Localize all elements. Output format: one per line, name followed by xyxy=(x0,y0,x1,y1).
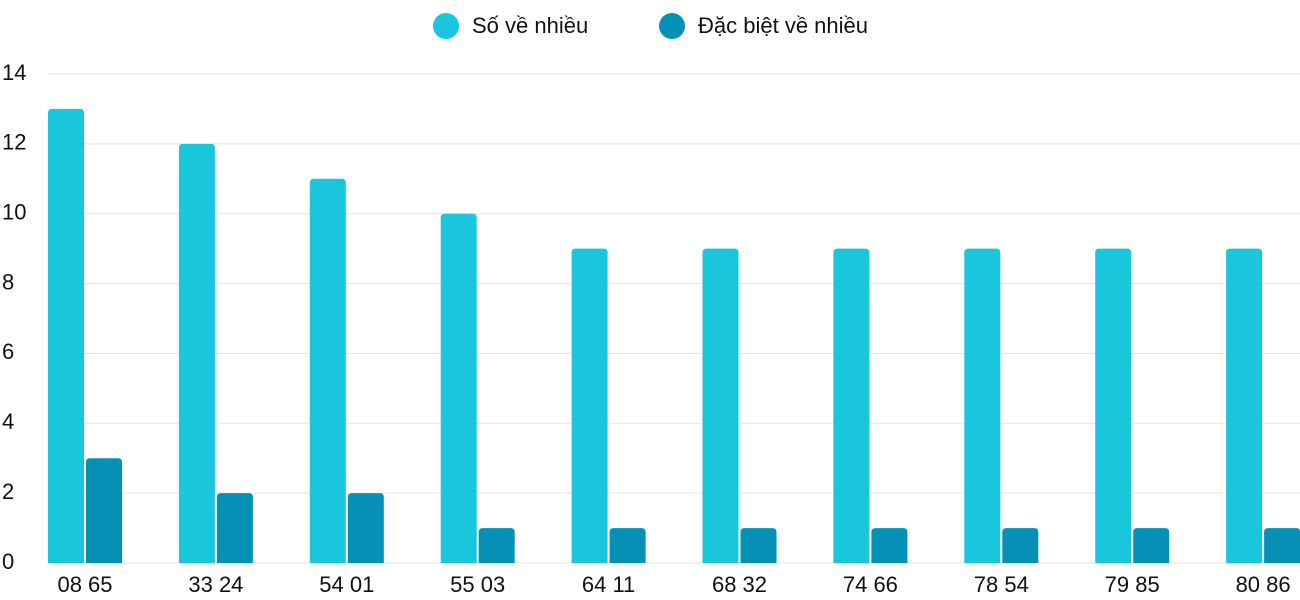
y-tick-label: 4 xyxy=(2,409,14,434)
x-tick-label: 08 65 xyxy=(57,572,112,597)
bar xyxy=(740,528,777,563)
legend-marker xyxy=(433,13,459,39)
bar xyxy=(440,213,477,563)
bar xyxy=(833,248,870,563)
bar xyxy=(178,143,215,563)
x-tick-label: 55 03 xyxy=(450,572,505,597)
y-tick-label: 10 xyxy=(2,200,26,225)
x-tick-label: 78 54 xyxy=(974,572,1029,597)
y-tick-label: 14 xyxy=(2,60,26,85)
x-tick-label: 68 32 xyxy=(712,572,767,597)
x-tick-label: 64 11 xyxy=(582,572,635,597)
x-tick-label: 79 85 xyxy=(1105,572,1160,597)
bar xyxy=(702,248,739,563)
y-tick-label: 8 xyxy=(2,269,14,294)
x-tick-label: 54 01 xyxy=(319,572,374,597)
bar xyxy=(478,528,515,563)
x-tick-label: 74 66 xyxy=(843,572,898,597)
y-tick-label: 2 xyxy=(2,479,14,504)
legend-label: Đặc biệt về nhiều xyxy=(698,13,868,38)
y-tick-label: 12 xyxy=(2,130,26,155)
bar xyxy=(609,528,646,563)
legend-marker xyxy=(659,13,685,39)
bar xyxy=(1095,248,1132,563)
bar xyxy=(871,528,908,563)
bar xyxy=(964,248,1001,563)
x-tick-label: 80 86 xyxy=(1236,572,1291,597)
bar xyxy=(309,178,346,564)
bar xyxy=(216,493,253,563)
bar xyxy=(86,458,122,563)
bar xyxy=(1002,528,1039,563)
y-tick-label: 0 xyxy=(2,549,14,574)
x-tick-label: 33 24 xyxy=(188,572,243,597)
bar xyxy=(571,248,608,563)
bar xyxy=(1264,528,1300,563)
bar xyxy=(48,108,84,563)
bar xyxy=(1133,528,1170,563)
bar xyxy=(1226,248,1263,563)
y-tick-label: 6 xyxy=(2,339,14,364)
legend-label: Số về nhiều xyxy=(472,13,588,38)
bar xyxy=(347,493,384,563)
